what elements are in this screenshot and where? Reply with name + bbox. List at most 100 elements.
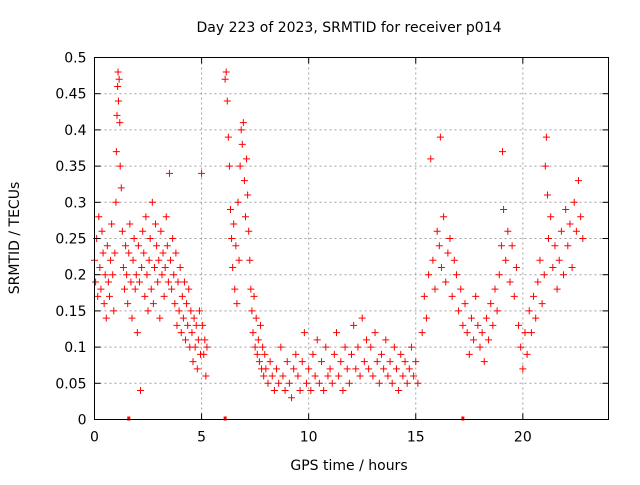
data-point [538,300,546,308]
data-point [97,285,105,293]
data-point [436,133,444,141]
data-point [128,314,136,322]
data-point [109,271,117,279]
data-point [123,271,131,279]
data-point [345,379,353,387]
y-tick-label: 0.05 [55,376,86,392]
data-point [137,387,145,395]
data-point [452,271,460,279]
data-point [159,249,167,257]
data-point [270,387,278,395]
data-point [252,314,260,322]
data-point [294,372,302,380]
data-point [527,329,535,337]
data-point [182,336,190,344]
data-point [268,372,276,380]
data-point [164,278,172,286]
y-tick-label: 0.5 [64,51,86,67]
data-point [176,263,184,271]
data-point [459,321,467,329]
data-point [343,365,351,373]
data-point [246,256,254,264]
data-point [165,169,173,177]
data-point [187,307,195,315]
axis-marker [127,416,131,421]
y-tick-label: 0.2 [64,268,86,284]
data-point [172,249,180,257]
data-point [579,235,587,242]
data-point [162,213,170,221]
data-point [431,285,439,293]
x-axis-label: GPS time / hours [290,458,407,474]
data-point [575,177,583,185]
data-point [448,292,456,300]
data-point [549,263,557,271]
data-point [264,379,272,387]
data-point [536,256,544,264]
data-point [116,119,124,127]
x-tick-label: 5 [197,430,206,446]
data-point [275,379,283,387]
data-point [279,372,287,380]
data-point [309,350,317,358]
data-point [235,256,243,264]
data-point [493,307,501,315]
data-point [354,343,362,351]
data-point [231,285,239,293]
data-point [570,198,578,206]
data-point [115,75,123,83]
data-point [114,82,122,90]
data-point [541,162,549,170]
data-point [375,379,383,387]
data-point [392,365,400,373]
data-point [273,365,281,373]
data-point [555,256,563,264]
axis-markers [127,416,465,421]
data-point [114,68,122,76]
data-point [248,307,256,315]
data-point [377,350,385,358]
data-point [333,329,341,337]
data-point [117,184,125,192]
data-point [446,235,454,242]
data-point [553,285,561,293]
data-point [485,336,493,344]
data-point [255,358,263,366]
data-point [249,329,257,337]
data-point [380,365,388,373]
data-point [350,321,358,329]
data-point [154,278,162,286]
data-point [551,242,559,250]
data-point [461,300,469,308]
data-point [543,191,551,199]
data-point [174,278,182,286]
data-point [167,256,175,264]
data-point [478,329,486,337]
data-point [224,133,232,141]
data-point [234,198,242,206]
data-point [260,372,268,380]
data-point [92,278,100,286]
data-point [103,242,111,250]
data-point [525,307,533,315]
data-point [111,249,119,257]
data-point [150,263,158,271]
y-axis-ticks: 0 0.05 0.1 0.15 0.2 0.25 0.3 0.35 0.4 0.45 0.5 [55,51,609,429]
data-point [225,162,233,170]
data-point [510,292,518,300]
data-point [183,300,191,308]
data-point [138,263,146,271]
data-point [371,329,379,337]
data-point [96,263,104,271]
data-point [188,329,196,337]
data-point [116,162,124,170]
data-point [296,387,304,395]
data-point [474,321,482,329]
y-tick-label: 0.35 [55,159,86,175]
data-point [487,300,495,308]
data-point [564,242,572,250]
data-points [91,68,587,402]
data-point [530,292,538,300]
data-point [427,155,435,163]
